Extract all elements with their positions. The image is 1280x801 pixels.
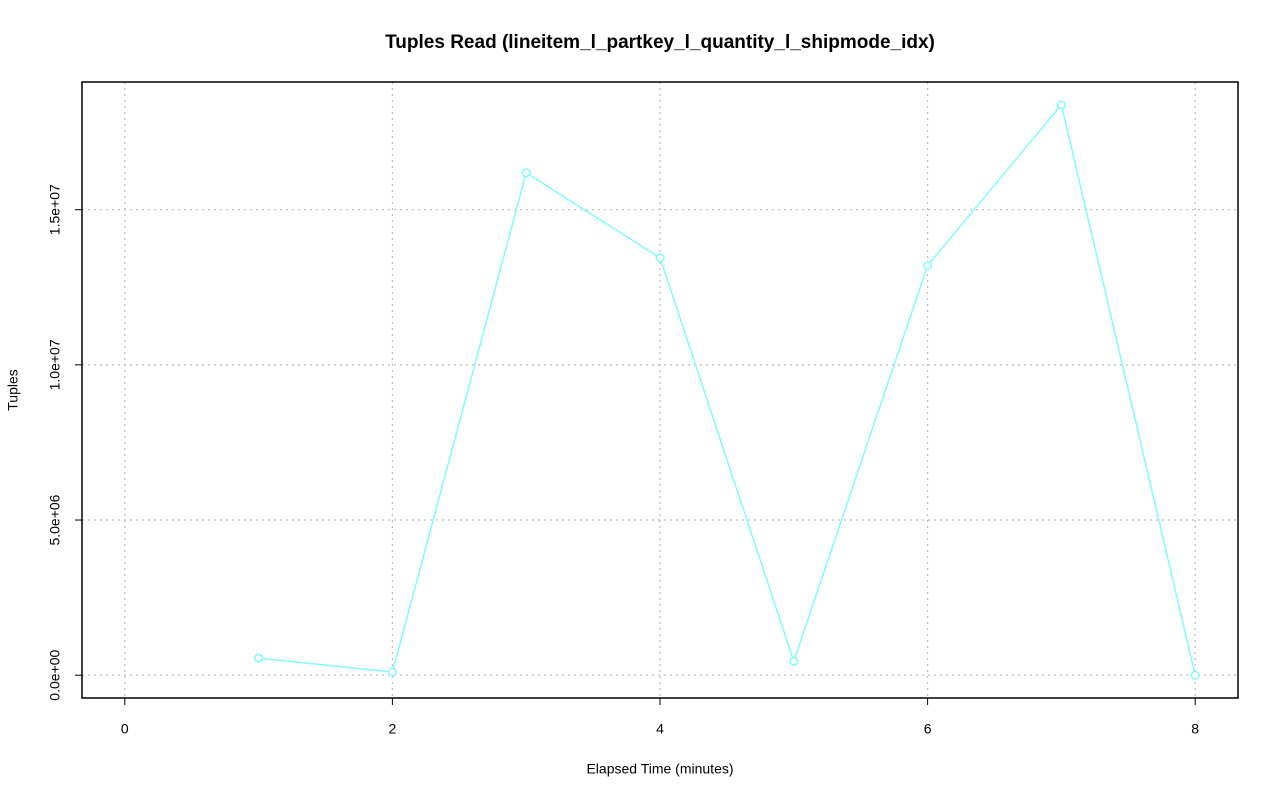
chart-title: Tuples Read (lineitem_l_partkey_l_quanti… [385,32,935,53]
x-axis-label: Elapsed Time (minutes) [586,761,733,777]
point [655,253,665,263]
x-tick-label: 4 [656,721,664,737]
point [1190,670,1200,680]
point [521,168,531,178]
point [254,653,264,663]
y-tick-label: 5.0e+06 [47,494,63,545]
x-tick-label: 8 [1191,721,1199,737]
x-tick-label: 6 [924,721,932,737]
y-tick-label: 1.0e+07 [47,339,63,390]
point [789,656,799,666]
plot-frame [81,81,1239,699]
y-axis-label: Tuples [5,369,21,411]
point [1056,100,1066,110]
y-tick-label: 1.5e+07 [47,184,63,235]
x-tick-label: 0 [121,721,129,737]
point [923,261,933,271]
line [258,103,1196,676]
x-tick-label: 2 [389,721,397,737]
point [387,667,397,677]
y-tick-label: 0.0e+00 [47,649,63,700]
